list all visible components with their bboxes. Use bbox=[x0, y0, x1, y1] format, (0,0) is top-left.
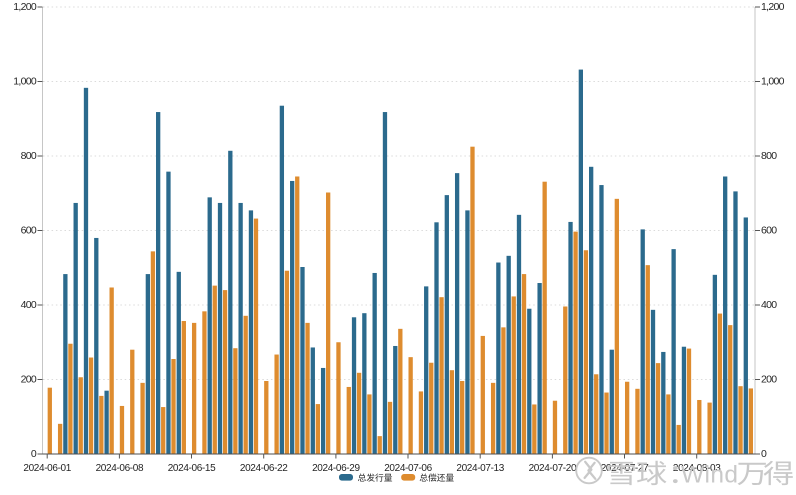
svg-text:400: 400 bbox=[21, 299, 37, 311]
svg-text:0: 0 bbox=[761, 448, 767, 460]
svg-text:1,000: 1,000 bbox=[13, 76, 37, 88]
svg-text:2024-07-06: 2024-07-06 bbox=[384, 463, 432, 474]
svg-text:600: 600 bbox=[21, 225, 37, 237]
svg-text:2024-06-22: 2024-06-22 bbox=[240, 463, 288, 474]
svg-text:400: 400 bbox=[761, 299, 777, 311]
svg-text:Wind: Wind bbox=[681, 462, 738, 489]
svg-text:1,000: 1,000 bbox=[761, 76, 785, 88]
svg-text:2024-08-03: 2024-08-03 bbox=[673, 463, 721, 474]
svg-text:2024-07-27: 2024-07-27 bbox=[601, 463, 649, 474]
svg-text:0: 0 bbox=[31, 448, 37, 460]
svg-text:2024-07-13: 2024-07-13 bbox=[456, 463, 504, 474]
svg-text:1,200: 1,200 bbox=[761, 1, 785, 13]
svg-text:800: 800 bbox=[761, 150, 777, 162]
svg-text:800: 800 bbox=[21, 150, 37, 162]
svg-text:2024-06-29: 2024-06-29 bbox=[312, 463, 360, 474]
svg-text:2024-06-15: 2024-06-15 bbox=[168, 463, 216, 474]
svg-text:2024-07-20: 2024-07-20 bbox=[529, 463, 577, 474]
svg-text:200: 200 bbox=[21, 374, 37, 386]
svg-text:2024-06-01: 2024-06-01 bbox=[23, 463, 71, 474]
svg-text:2024-06-08: 2024-06-08 bbox=[96, 463, 144, 474]
svg-text:200: 200 bbox=[761, 374, 777, 386]
svg-text:1,200: 1,200 bbox=[13, 1, 37, 13]
svg-text:600: 600 bbox=[761, 225, 777, 237]
